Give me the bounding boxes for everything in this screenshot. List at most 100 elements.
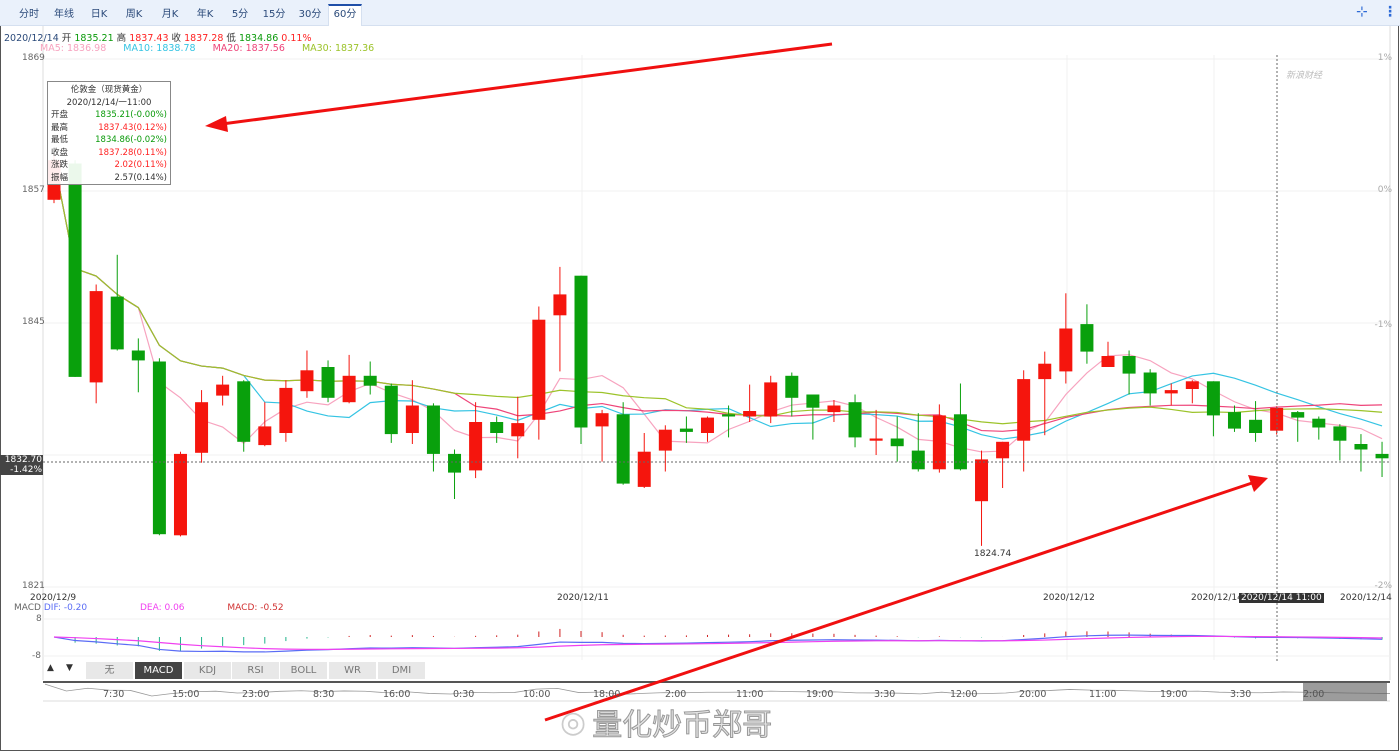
annotation-arrowhead-icon	[1248, 475, 1268, 492]
tooltip-row: 最低 1834.86(-0.02%)	[51, 134, 167, 147]
ma10-value: MA10: 1838.78	[123, 43, 196, 54]
candle-body	[890, 438, 904, 447]
scroll-down-button[interactable]: ▼	[66, 663, 73, 673]
tooltip-row-label: 振幅	[51, 172, 69, 183]
tab-weekly-k[interactable]: 周K	[125, 9, 143, 20]
candle-body	[321, 367, 335, 398]
scroll-up-button[interactable]: ▲	[47, 663, 54, 673]
candle-body	[1375, 453, 1389, 459]
tooltip-row-label: 收盘	[51, 147, 69, 158]
tab-monthly-k[interactable]: 月K	[161, 9, 179, 20]
open-value: 1835.21	[74, 33, 114, 44]
candle-body	[1143, 372, 1157, 394]
indicator-tab-macd[interactable]: MACD	[135, 662, 183, 679]
annotation-arrowhead-icon	[205, 116, 228, 132]
candle-body	[68, 163, 82, 377]
candle-body	[679, 428, 693, 432]
tooltip-row: 开盘 1835.21(-0.00%)	[51, 109, 167, 122]
indicator-tab-rsi[interactable]: RSI	[232, 662, 280, 679]
indicator-tab-wr[interactable]: WR	[329, 662, 377, 679]
info-date: 2020/12/14	[4, 33, 59, 44]
candle-body	[848, 402, 862, 438]
tab-fenshi[interactable]: 分时	[19, 9, 39, 20]
candle-body	[300, 370, 314, 392]
candle-body	[785, 375, 799, 398]
current-change: -1.42%	[10, 465, 42, 475]
candle-body	[405, 405, 419, 433]
x-date-label: 2020/12/14	[1191, 593, 1243, 603]
high-value: 1837.43	[129, 33, 169, 44]
candle-body	[152, 361, 166, 535]
candle-body	[448, 453, 462, 473]
macd-title: MACD	[14, 603, 41, 613]
navigator-time-label: 23:00	[242, 689, 270, 700]
tooltip-row: 涨跌 2.02(0.11%)	[51, 159, 167, 172]
tab-15min[interactable]: 15分	[262, 9, 286, 20]
candle-tooltip: 伦敦金（现货黄金） 2020/12/14/一11:00 开盘 1835.21(-0…	[47, 81, 171, 185]
indicator-tab-none[interactable]: 无	[86, 662, 134, 679]
navigator-selection-handle[interactable]	[1303, 682, 1387, 701]
indicator-tab-kdj[interactable]: KDJ	[184, 662, 232, 679]
candle-body	[553, 294, 567, 316]
candle-body	[511, 423, 525, 437]
candle-body	[1164, 390, 1178, 394]
candle-body	[110, 296, 124, 350]
candle-body	[722, 414, 736, 417]
navigator-time-label: 11:00	[736, 689, 764, 700]
ma5-value: MA5: 1836.98	[40, 43, 107, 54]
y-tick-left: 1857	[22, 185, 45, 195]
candle-body	[426, 405, 440, 454]
tab-yearly-k[interactable]: 年K	[196, 9, 214, 20]
ohlc-info-line: 2020/12/14 开 1835.21 高 1837.43 收 1837.28…	[4, 30, 311, 44]
candle-body	[932, 415, 946, 470]
y-tick-right: 0%	[1377, 185, 1392, 195]
candle-body	[806, 394, 820, 408]
annotation-arrow-line	[221, 42, 833, 126]
candle-body	[532, 319, 546, 420]
period-toolbar: 分时 年线 日K 周K 月K 年K 5分 15分 30分 60分 ⊹ ⋮	[0, 0, 1400, 26]
macd-value: MACD: -0.52	[227, 603, 284, 613]
candle-body	[1249, 419, 1263, 433]
tab-daily-k[interactable]: 日K	[90, 9, 108, 20]
macd-legend: MACD DIF: -0.20 DEA: 0.06 MACD: -0.52	[14, 603, 284, 613]
indicator-tab-dmi[interactable]: DMI	[378, 662, 426, 679]
x-date-label: 2020/12/14	[1340, 593, 1392, 603]
candle-body	[700, 417, 714, 433]
navigator-time-label: 20:00	[1019, 689, 1047, 700]
navigator-time-label: 12:00	[950, 689, 978, 700]
compress-icon[interactable]: ⊹	[1356, 4, 1368, 20]
candle-body	[595, 413, 609, 427]
dif-line	[53, 634, 1383, 653]
x-date-label: 2020/12/12	[1043, 593, 1095, 603]
weibo-logo-icon: ◎	[560, 704, 587, 740]
tooltip-row: 最高 1837.43(0.12%)	[51, 122, 167, 135]
candle-body	[173, 453, 187, 536]
ma10-line	[53, 160, 1383, 440]
more-vertical-icon[interactable]: ⋮	[1383, 4, 1397, 20]
tab-5min[interactable]: 5分	[231, 9, 249, 20]
candle-body	[384, 385, 398, 435]
y-tick-right: -2%	[1374, 581, 1392, 591]
navigator-time-label: 0:30	[453, 689, 475, 700]
macd-tick: -8	[32, 651, 41, 661]
candle-body	[363, 375, 377, 386]
tab-60min[interactable]: 60分	[328, 4, 362, 26]
navigator-price-line	[44, 683, 1391, 697]
y-tick-left: 1869	[22, 53, 45, 63]
tooltip-row-value: 1837.28(0.11%)	[98, 147, 167, 158]
x-date-label: 2020/12/11	[557, 593, 609, 603]
candle-body	[1333, 426, 1347, 441]
indicator-tab-boll[interactable]: BOLL	[280, 662, 328, 679]
x-date-label: 2020/12/9	[30, 593, 77, 603]
current-price: 1832.70	[4, 455, 42, 465]
candle-body	[1185, 381, 1199, 389]
tab-30min[interactable]: 30分	[298, 9, 322, 20]
ma20-value: MA20: 1837.56	[212, 43, 285, 54]
close-label: 收	[171, 33, 182, 44]
tab-year-line[interactable]: 年线	[54, 9, 74, 20]
annotation-arrow-line	[544, 481, 1253, 722]
candle-body	[342, 375, 356, 403]
navigator-time-label: 18:00	[593, 689, 621, 700]
crosshair-date-label: 2020/12/14 11:00	[1239, 593, 1324, 603]
